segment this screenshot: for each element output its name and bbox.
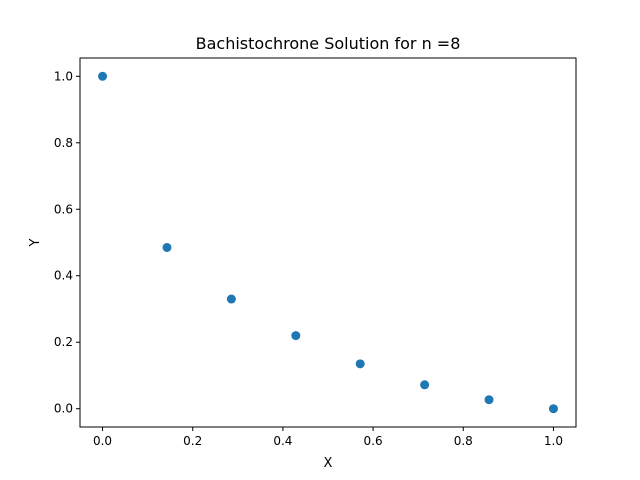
scatter-point — [162, 242, 172, 252]
y-tick-label: 0.0 — [54, 402, 73, 416]
y-axis-ticks: 0.0 0.2 0.4 0.6 0.8 1.0 — [54, 69, 80, 416]
chart-title: Bachistochrone Solution for n =8 — [196, 34, 461, 53]
x-tick-label: 0.6 — [364, 434, 383, 448]
scatter-point — [420, 380, 430, 390]
scatter-point — [291, 331, 301, 341]
scatter-point — [548, 404, 558, 414]
y-axis-label: Y — [28, 238, 43, 247]
plot-area-frame — [79, 57, 577, 428]
x-axis-ticks: 0.0 0.2 0.4 0.6 0.8 1.0 — [93, 427, 563, 448]
y-tick-label: 0.6 — [54, 202, 73, 216]
x-tick-label: 0.8 — [454, 434, 473, 448]
y-tick-label: 0.2 — [54, 335, 73, 349]
x-tick-label: 0.4 — [273, 434, 292, 448]
scatter-point — [98, 71, 108, 81]
x-axis-label: X — [324, 456, 333, 471]
y-tick-label: 0.8 — [54, 136, 73, 150]
scatter-point — [226, 294, 236, 304]
y-tick-label: 0.4 — [54, 269, 73, 283]
y-tick-label: 1.0 — [54, 69, 73, 83]
x-tick-label: 0.0 — [93, 434, 112, 448]
x-tick-label: 1.0 — [544, 434, 563, 448]
data-points — [98, 71, 558, 414]
scatter-point — [355, 359, 365, 369]
scatter-point — [484, 395, 494, 405]
x-tick-label: 0.2 — [183, 434, 202, 448]
